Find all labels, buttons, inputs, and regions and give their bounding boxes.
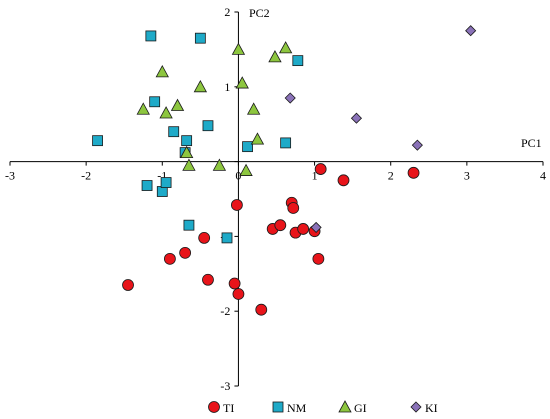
point-gi bbox=[159, 106, 173, 119]
legend-marker-ki bbox=[410, 401, 422, 413]
point-nm bbox=[181, 135, 193, 147]
point-ti bbox=[274, 219, 287, 232]
point-ti bbox=[228, 277, 241, 290]
point-gi bbox=[246, 102, 261, 115]
y-axis-title: PC2 bbox=[249, 6, 270, 20]
y-tick-label: -3 bbox=[220, 379, 230, 393]
point-gi bbox=[155, 65, 169, 78]
y-tick-label: 1 bbox=[224, 80, 230, 94]
x-tick-label: 2 bbox=[388, 169, 394, 183]
y-tick-label: -2 bbox=[220, 304, 230, 318]
point-gi bbox=[239, 163, 253, 176]
point-gi bbox=[268, 50, 282, 63]
x-tick-label: 0 bbox=[235, 169, 241, 183]
point-gi bbox=[136, 102, 150, 115]
point-nm bbox=[194, 32, 206, 44]
point-nm bbox=[168, 126, 180, 138]
legend-label-nm: NM bbox=[287, 401, 307, 415]
point-gi bbox=[278, 41, 293, 54]
point-nm bbox=[149, 96, 161, 108]
point-nm bbox=[160, 177, 172, 188]
data-points bbox=[92, 25, 477, 316]
axes bbox=[10, 12, 543, 386]
legend-marker-gi bbox=[338, 400, 352, 413]
point-nm bbox=[221, 232, 233, 244]
x-tick-label: 3 bbox=[464, 169, 470, 183]
point-ti bbox=[198, 231, 211, 244]
point-ti bbox=[297, 223, 310, 235]
point-nm bbox=[92, 135, 103, 147]
legend-label-ti: TI bbox=[223, 401, 234, 415]
point-ti bbox=[232, 288, 245, 300]
point-nm bbox=[202, 120, 214, 132]
point-gi bbox=[179, 145, 194, 159]
y-tick-label: 2 bbox=[224, 5, 230, 19]
point-ti bbox=[179, 246, 192, 259]
point-ti bbox=[122, 279, 134, 291]
point-ki bbox=[411, 139, 423, 151]
point-gi bbox=[231, 42, 246, 55]
point-gi bbox=[182, 158, 196, 171]
point-ki bbox=[350, 112, 363, 124]
point-nm bbox=[280, 137, 292, 149]
x-tick-label: -3 bbox=[5, 169, 15, 183]
point-ti bbox=[287, 202, 300, 214]
x-tick-label: 1 bbox=[312, 169, 318, 183]
point-ki bbox=[465, 25, 477, 37]
point-gi bbox=[212, 158, 227, 171]
legend: TI NM GI KI bbox=[208, 400, 438, 415]
point-ki bbox=[310, 221, 322, 233]
point-ti bbox=[312, 252, 325, 265]
point-ti bbox=[255, 303, 268, 316]
point-nm bbox=[141, 180, 153, 191]
x-tick-label: -2 bbox=[81, 169, 91, 183]
point-nm bbox=[156, 186, 168, 197]
point-ti bbox=[337, 174, 350, 187]
point-ti bbox=[407, 166, 420, 179]
point-ti bbox=[163, 252, 176, 265]
point-gi bbox=[170, 98, 185, 111]
point-gi bbox=[193, 79, 208, 93]
point-nm bbox=[292, 55, 304, 67]
point-gi bbox=[250, 132, 265, 145]
point-ti bbox=[314, 163, 327, 175]
legend-marker-nm bbox=[272, 401, 284, 413]
x-axis-title: PC1 bbox=[521, 136, 542, 150]
x-tick-label: 4 bbox=[540, 169, 546, 183]
point-nm bbox=[183, 219, 195, 231]
x-tick-label: -1 bbox=[157, 169, 167, 183]
point-ti bbox=[231, 199, 243, 211]
legend-label-ki: KI bbox=[425, 401, 438, 415]
legend-label-gi: GI bbox=[354, 401, 367, 415]
point-nm bbox=[145, 30, 157, 42]
point-gi bbox=[235, 76, 249, 89]
point-ti bbox=[202, 273, 214, 286]
point-ki bbox=[284, 92, 296, 104]
point-nm bbox=[242, 141, 253, 153]
legend-marker-ti bbox=[208, 401, 220, 413]
